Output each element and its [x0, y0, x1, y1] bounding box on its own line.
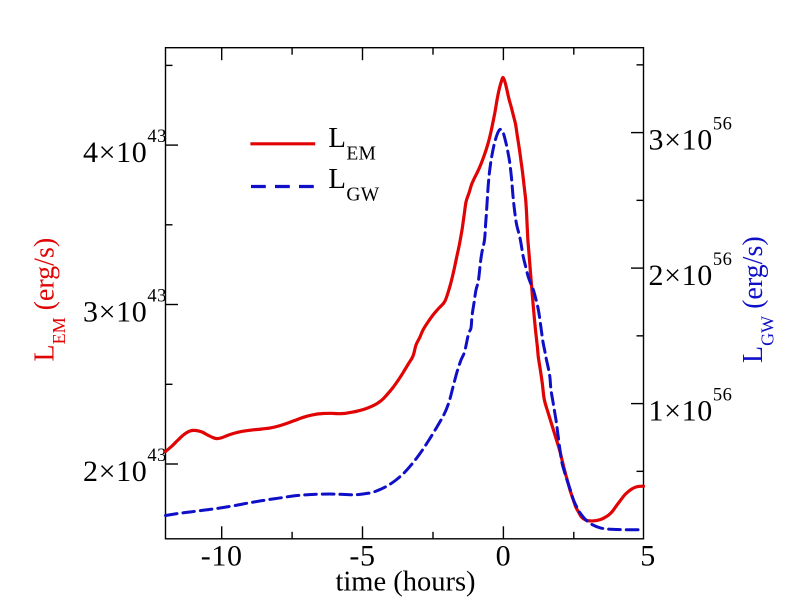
svg-text:5: 5	[640, 540, 656, 573]
svg-text:-5: -5	[349, 540, 375, 573]
svg-text:time (hours): time (hours)	[335, 567, 475, 598]
svg-text:-10: -10	[201, 540, 243, 573]
svg-text:0: 0	[496, 540, 512, 573]
